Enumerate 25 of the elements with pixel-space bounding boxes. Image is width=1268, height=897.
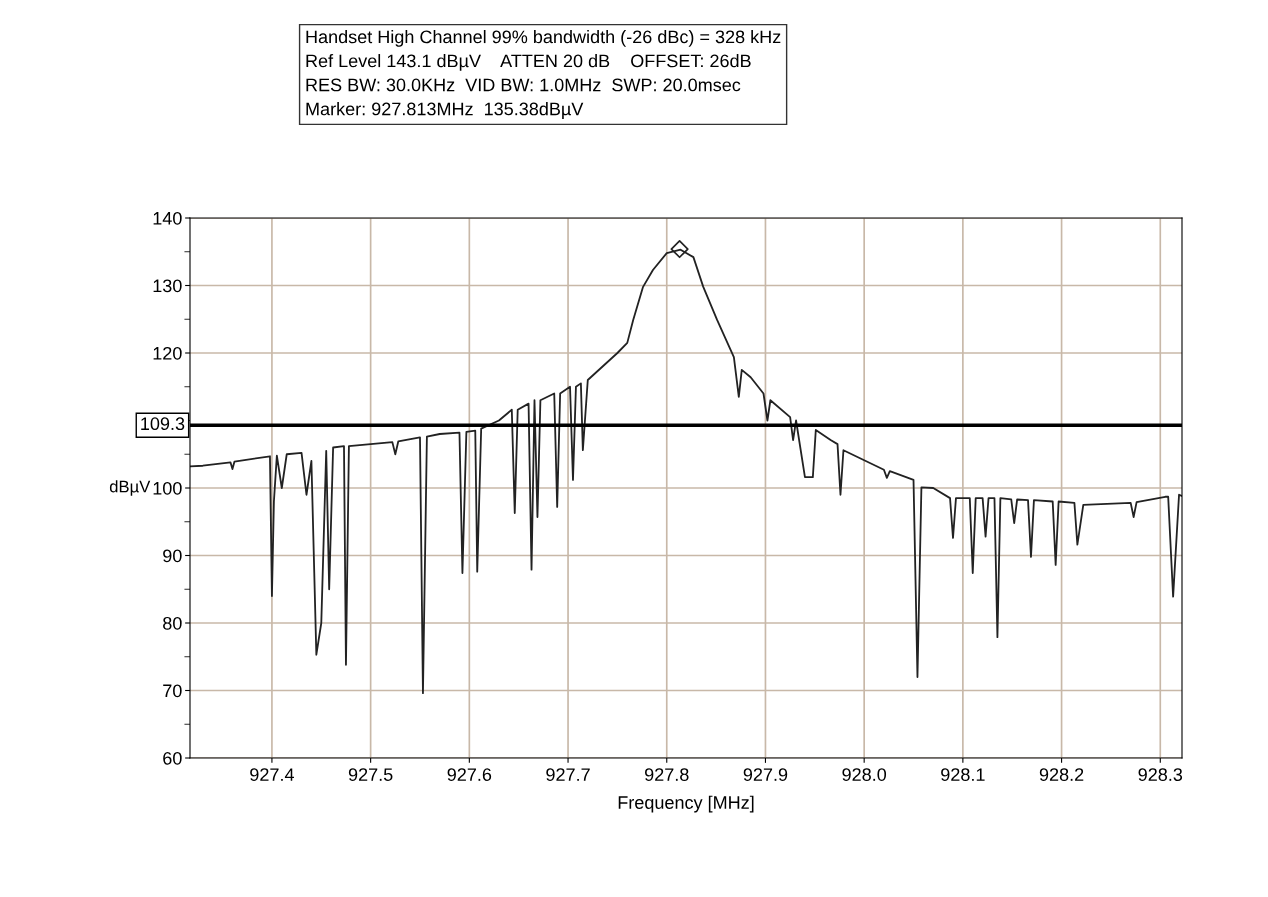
x-tick-label: 927.7 xyxy=(546,768,590,781)
text: Marker: 927.813MHz 135.38dBµV xyxy=(306,102,584,119)
y-tick-label: 120 xyxy=(153,346,182,360)
x-tick-label: 927.4 xyxy=(250,768,294,781)
x-tick-label: 927.8 xyxy=(645,768,689,781)
x-tick-label: 927.6 xyxy=(447,768,492,781)
y-tick-label: 70 xyxy=(163,684,182,698)
x-tick-label: 927.9 xyxy=(743,768,788,781)
y-tick-label: 100 xyxy=(153,481,182,495)
text: Ref Level 143.1 dBµV ATTEN 20 dB OFFSET: 26dB xyxy=(306,54,751,71)
x-tick-label: 928.1 xyxy=(941,768,985,781)
y-tick-label: 90 xyxy=(163,549,182,563)
x-tick-label: 928.2 xyxy=(1039,768,1084,781)
y-tick-label: 60 xyxy=(163,751,182,765)
x-axis-title: Frequency [MHz] xyxy=(618,795,754,813)
x-tick-label: 927.5 xyxy=(348,768,393,781)
x-tick-label: 928.3 xyxy=(1138,768,1183,781)
text: RES BW: 30.0KHz VID BW: 1.0MHz SWP: 20.0msec xyxy=(306,78,741,92)
chart-title: Handset High Channel 99% bandwidth (-26 dBc) = 328 kHz xyxy=(306,30,781,47)
x-tick-label: 928.0 xyxy=(842,768,887,781)
y-axis-title: dBµV xyxy=(109,480,151,496)
y-tick-label: 80 xyxy=(163,616,182,630)
y-tick-label: 140 xyxy=(153,211,182,225)
ref-line-label: 109.3 xyxy=(141,417,185,431)
y-tick-label: 130 xyxy=(153,279,182,293)
